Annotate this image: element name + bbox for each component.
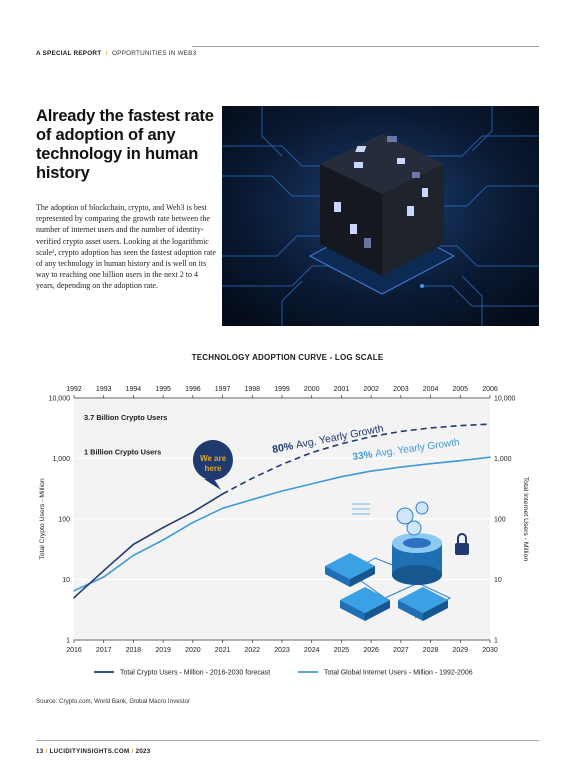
y-tick-right: 1: [494, 638, 498, 645]
article-headline: Already the fastest rate of adoption of …: [36, 107, 214, 182]
y-tick-left: 100: [58, 517, 70, 524]
y-tick-left: 10: [62, 577, 70, 584]
y-tick-right: 1,000: [494, 456, 512, 463]
x-tick-bottom: 2029: [452, 647, 468, 654]
x-tick-top: 1995: [155, 386, 171, 393]
x-tick-top: 1999: [274, 386, 290, 393]
x-tick-bottom: 2020: [185, 647, 201, 654]
growth-80-pct: 80%: [271, 440, 295, 456]
x-tick-bottom: 2026: [363, 647, 379, 654]
x-tick-bottom: 2028: [423, 647, 439, 654]
internet-point: [73, 590, 75, 592]
x-tick-top: 2003: [393, 386, 409, 393]
header-rule: [192, 46, 539, 47]
crypto-forecast-line: [222, 423, 491, 495]
x-tick-top: 1992: [66, 386, 82, 393]
internet-point: [221, 507, 224, 510]
internet-point: [310, 483, 313, 485]
reference-label-1: 1 Billion Crypto Users: [84, 448, 161, 457]
x-tick-top: 1996: [185, 386, 201, 393]
reference-label-0: 3.7 Billion Crypto Users: [84, 413, 167, 422]
we-are-here-callout: We are here: [192, 440, 233, 490]
legend: Total Crypto Users - Million - 2016-2030…: [94, 670, 473, 677]
y-tick-right: 100: [494, 517, 506, 524]
x-tick-bottom: 2024: [304, 647, 320, 654]
internet-point: [429, 462, 432, 465]
x-tick-bottom: 2030: [482, 647, 498, 654]
footer-year: 2023: [135, 748, 151, 755]
we-are-here-line1: We are: [200, 454, 227, 463]
crypto-point: [132, 543, 135, 546]
x-tick-bottom: 2018: [126, 647, 142, 654]
crypto-point: [73, 596, 75, 599]
we-are-here-line2: here: [205, 464, 222, 473]
internet-point: [489, 456, 491, 459]
x-tick-bottom: 2019: [155, 647, 171, 654]
chart-title: TECHNOLOGY ADOPTION CURVE - LOG SCALE: [191, 353, 384, 362]
crypto-users-line: [73, 493, 224, 599]
y-tick-left: 1,000: [52, 456, 70, 463]
page-number: 13: [36, 748, 44, 755]
x-tick-top: 1997: [215, 386, 231, 393]
x-tick-top: 1994: [126, 386, 142, 393]
y-tick-left: 10,000: [49, 396, 71, 403]
x-tick-top: 2005: [452, 386, 468, 393]
x-tick-top: 2000: [304, 386, 320, 393]
footer-sep-1: /: [45, 748, 48, 755]
header-section: A SPECIAL REPORT: [36, 50, 102, 57]
x-tick-top: 1998: [244, 386, 260, 393]
source-note: Source: Crypto.com, World Bank, Global M…: [36, 698, 190, 705]
legend-label-crypto: Total Crypto Users - Million - 2016-2030…: [120, 670, 270, 677]
report-header: A SPECIAL REPORT / OPPORTUNITIES IN WEB3: [36, 42, 539, 57]
footer-site: LUCIDITYINSIGHTS.COM: [49, 748, 130, 755]
legend-label-internet: Total Global Internet Users - Million - …: [324, 670, 473, 677]
x-tick-top: 1993: [96, 386, 112, 393]
growth-33-pct: 33%: [352, 449, 373, 463]
y-tick-right: 10,000: [494, 396, 516, 403]
x-tick-top: 2006: [482, 386, 498, 393]
x-tick-top: 2001: [334, 386, 350, 393]
x-tick-bottom: 2027: [393, 647, 409, 654]
header-separator: /: [105, 50, 108, 57]
x-tick-bottom: 2025: [334, 647, 350, 654]
x-tick-bottom: 2016: [66, 647, 82, 654]
x-tick-top: 2004: [423, 386, 439, 393]
y-tick-left: 1: [66, 638, 70, 645]
article-body: The adoption of blockchain, crypto, and …: [36, 203, 216, 291]
crypto-point: [102, 569, 105, 572]
crypto-point: [162, 526, 164, 529]
x-tick-top: 2002: [363, 386, 379, 393]
y-axis-left-label: Total Crypto Users - Million: [39, 478, 46, 559]
x-tick-bottom: 2021: [215, 647, 231, 654]
internet-point: [192, 521, 194, 524]
footer-sep-2: /: [131, 748, 134, 755]
header-subsection: OPPORTUNITIES IN WEB3: [112, 50, 197, 57]
x-tick-bottom: 2022: [244, 647, 260, 654]
x-tick-bottom: 2023: [274, 647, 290, 654]
internet-point: [340, 475, 343, 478]
internet-point: [132, 554, 135, 557]
x-tick-bottom: 2017: [96, 647, 112, 654]
crypto-point: [192, 511, 194, 513]
internet-point: [459, 459, 462, 462]
iso-illustration: [325, 501, 469, 621]
internet-point: [102, 576, 105, 578]
internet-point: [281, 490, 283, 492]
internet-point: [400, 466, 402, 468]
internet-point: [162, 539, 164, 541]
page-footer: 13 / LUCIDITYINSIGHTS.COM / 2023: [36, 748, 151, 755]
crypto-point: [221, 493, 224, 495]
adoption-chart: 3.7 Billion Crypto Users 1 Billion Crypto…: [0, 368, 575, 708]
y-axis-right-label: Total Internet Users - Million: [522, 477, 529, 561]
footer-rule: [36, 740, 539, 741]
internet-point: [370, 470, 372, 472]
crypto-cube-photo: [222, 106, 539, 326]
y-tick-right: 10: [494, 577, 502, 584]
internet-point: [251, 498, 254, 501]
